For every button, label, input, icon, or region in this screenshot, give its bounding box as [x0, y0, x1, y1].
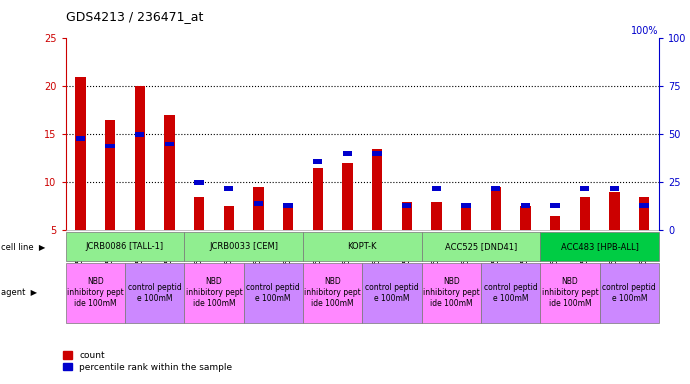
Text: 100%: 100% [631, 26, 659, 36]
Bar [580, 197, 590, 230]
Bar [195, 180, 204, 185]
Text: control peptid
e 100mM: control peptid e 100mM [128, 283, 181, 303]
Bar [224, 186, 233, 190]
Bar [106, 144, 115, 148]
Text: JCRB0033 [CEM]: JCRB0033 [CEM] [209, 242, 278, 251]
Text: NBD
inhibitory pept
ide 100mM: NBD inhibitory pept ide 100mM [423, 277, 480, 308]
Text: NBD
inhibitory pept
ide 100mM: NBD inhibitory pept ide 100mM [542, 277, 598, 308]
Text: control peptid
e 100mM: control peptid e 100mM [484, 283, 538, 303]
Text: control peptid
e 100mM: control peptid e 100mM [246, 283, 300, 303]
Bar [402, 202, 412, 230]
Text: NBD
inhibitory pept
ide 100mM: NBD inhibitory pept ide 100mM [304, 277, 361, 308]
Bar [402, 203, 411, 208]
Bar [491, 186, 500, 190]
Bar [224, 207, 234, 230]
Bar [194, 197, 204, 230]
Bar [75, 77, 86, 230]
Text: ACC483 [HPB-ALL]: ACC483 [HPB-ALL] [561, 242, 638, 251]
Bar [550, 216, 560, 230]
Bar [491, 187, 501, 230]
Bar [461, 207, 471, 230]
Text: JCRB0086 [TALL-1]: JCRB0086 [TALL-1] [86, 242, 164, 251]
Legend: count, percentile rank within the sample: count, percentile rank within the sample [63, 351, 233, 372]
Bar [342, 163, 353, 230]
Bar [76, 136, 85, 141]
Text: NBD
inhibitory pept
ide 100mM: NBD inhibitory pept ide 100mM [67, 277, 124, 308]
Bar [373, 151, 382, 156]
Bar [580, 186, 589, 190]
Bar [283, 207, 293, 230]
Text: NBD
inhibitory pept
ide 100mM: NBD inhibitory pept ide 100mM [186, 277, 242, 308]
Bar [253, 187, 264, 230]
Bar [521, 203, 530, 208]
Bar [164, 115, 175, 230]
Bar [313, 159, 322, 164]
Bar [431, 202, 442, 230]
Text: GDS4213 / 236471_at: GDS4213 / 236471_at [66, 10, 203, 23]
Bar [432, 186, 441, 190]
Bar [165, 142, 174, 146]
Text: ACC525 [DND41]: ACC525 [DND41] [445, 242, 517, 251]
Bar [551, 203, 560, 208]
Bar [640, 203, 649, 208]
Bar [135, 86, 145, 230]
Bar [639, 197, 649, 230]
Bar [372, 149, 382, 230]
Text: cell line  ▶: cell line ▶ [1, 242, 45, 251]
Text: agent  ▶: agent ▶ [1, 288, 37, 297]
Bar [284, 203, 293, 208]
Bar [254, 201, 263, 206]
Bar [610, 186, 619, 190]
Bar [135, 132, 144, 137]
Bar [313, 168, 323, 230]
Text: KOPT-K: KOPT-K [348, 242, 377, 251]
Bar [520, 207, 531, 230]
Bar [462, 203, 471, 208]
Text: control peptid
e 100mM: control peptid e 100mM [365, 283, 419, 303]
Bar [343, 151, 352, 156]
Text: control peptid
e 100mM: control peptid e 100mM [602, 283, 656, 303]
Bar [609, 192, 620, 230]
Bar [105, 120, 115, 230]
